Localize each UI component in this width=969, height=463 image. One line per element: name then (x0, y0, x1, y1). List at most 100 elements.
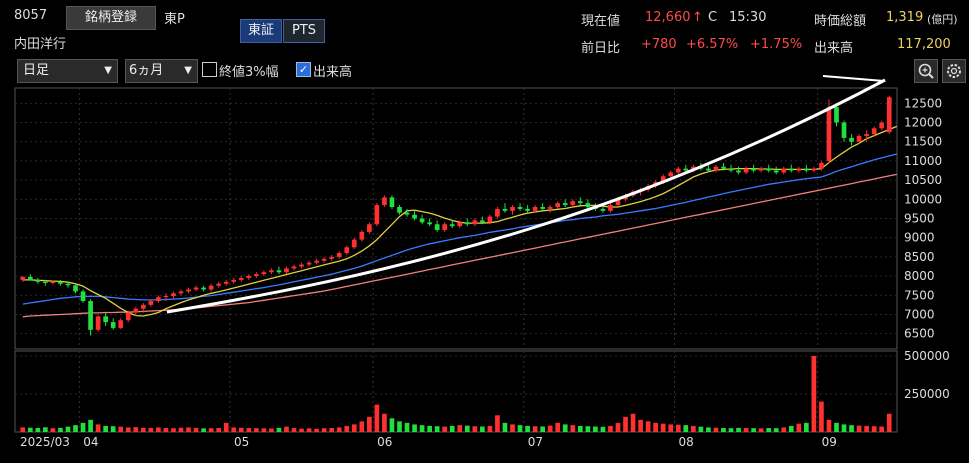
volume-bar (510, 424, 515, 432)
candle-body (826, 107, 832, 161)
candle-body (404, 212, 410, 215)
y-tick-label: 11000 (904, 154, 942, 168)
volume-bar (841, 424, 847, 432)
candle-body (517, 206, 523, 209)
change-value: +780 (641, 37, 677, 52)
volume-bar (231, 427, 237, 432)
register-button[interactable]: 銘柄登録 (66, 6, 156, 30)
volume-bar (675, 424, 681, 432)
volume-bar (148, 427, 154, 432)
candle-body (660, 176, 666, 183)
price-panel-frame (14, 87, 898, 350)
volume-bar (314, 428, 319, 432)
volume-bar (299, 428, 304, 432)
candle-body (645, 185, 651, 190)
volume-bar (683, 425, 689, 432)
volume-bar (359, 421, 365, 432)
candle-body (382, 197, 387, 206)
candle-body (743, 168, 749, 173)
volume-bar (163, 428, 169, 432)
volume-bar (540, 426, 545, 432)
candle-body (570, 201, 576, 206)
volume-bar (65, 426, 71, 432)
volume-bar (593, 426, 598, 432)
candle-body (344, 247, 350, 254)
zoom-icon[interactable] (914, 59, 938, 83)
volume-checkbox[interactable]: ✓ (296, 62, 311, 77)
range-select[interactable]: 6ヵ月 ▼ (125, 59, 198, 83)
volume-tick-label: 500000 (904, 349, 950, 363)
volume-bar (50, 428, 56, 432)
volume-bar (442, 426, 448, 432)
candle-body (608, 205, 613, 211)
candle-body (871, 128, 877, 135)
period-select[interactable]: 日足 ▼ (17, 59, 118, 83)
candle-body (43, 281, 48, 283)
volume-bar (73, 425, 78, 432)
volume-bar (608, 425, 613, 432)
volume-bar (389, 418, 395, 432)
x-tick-label: 05 (234, 435, 249, 449)
volume-bar (721, 428, 726, 432)
y-tick-label: 8500 (904, 250, 935, 264)
volume-bar (691, 425, 696, 432)
candle-body (562, 203, 568, 206)
volume-bar (834, 422, 839, 432)
candle-body (457, 222, 463, 227)
volume-bar (329, 428, 335, 432)
close-3pct-checkbox[interactable] (202, 62, 217, 77)
volume-bar (261, 428, 267, 432)
candle-body (555, 203, 561, 207)
candle-body (623, 195, 628, 200)
settings-icon[interactable] (942, 59, 966, 83)
close-3pct-label: 終値3%幅 (219, 65, 279, 80)
candle-body (668, 172, 674, 177)
candle-body (495, 208, 500, 217)
stock-code: 8057 (14, 8, 48, 23)
volume-bar (502, 422, 508, 432)
candle-body (841, 122, 847, 138)
volume-bar (238, 427, 244, 432)
volume-bar (412, 424, 417, 432)
candle-body (879, 122, 885, 129)
x-tick-label: 08 (679, 435, 694, 449)
candle-body (502, 208, 508, 211)
volume-bar (457, 425, 463, 432)
candle-body (65, 283, 71, 286)
candle-body (299, 264, 304, 267)
candle-body (864, 134, 869, 136)
volume-bar (547, 425, 553, 432)
y-tick-label: 12500 (904, 96, 942, 110)
candle-body (781, 168, 787, 173)
volume-bar (804, 422, 809, 432)
candle-body (336, 253, 342, 257)
candle-body (532, 206, 538, 211)
candle-body (540, 206, 545, 209)
volume-bar (208, 428, 214, 432)
candle-body (804, 168, 809, 171)
volume-bar (95, 424, 101, 432)
candle-body (246, 276, 252, 278)
candle-body (389, 197, 395, 207)
candle-body (163, 296, 169, 298)
candle-body (133, 308, 139, 313)
candle-body (811, 168, 817, 171)
volume-bar (419, 425, 425, 432)
candle-body (796, 168, 802, 171)
candle-body (593, 206, 598, 209)
volume-bar (495, 415, 500, 432)
volume-bar (382, 413, 387, 432)
volume-bar (645, 421, 651, 432)
x-tick-label: 09 (822, 435, 837, 449)
volume-bar (570, 425, 576, 432)
period-value: 日足 (23, 63, 50, 78)
volume-bar (201, 428, 206, 432)
candle-body (547, 206, 553, 209)
market-tab-tse[interactable]: 東証 (240, 19, 282, 43)
volume-bar (193, 427, 199, 432)
market-tab-pts[interactable]: PTS (283, 19, 325, 43)
candle-body (178, 291, 184, 294)
volume-value: 117,200 (897, 37, 951, 52)
market-cap-unit: (億円) (927, 13, 958, 26)
volume-bar (269, 428, 274, 432)
